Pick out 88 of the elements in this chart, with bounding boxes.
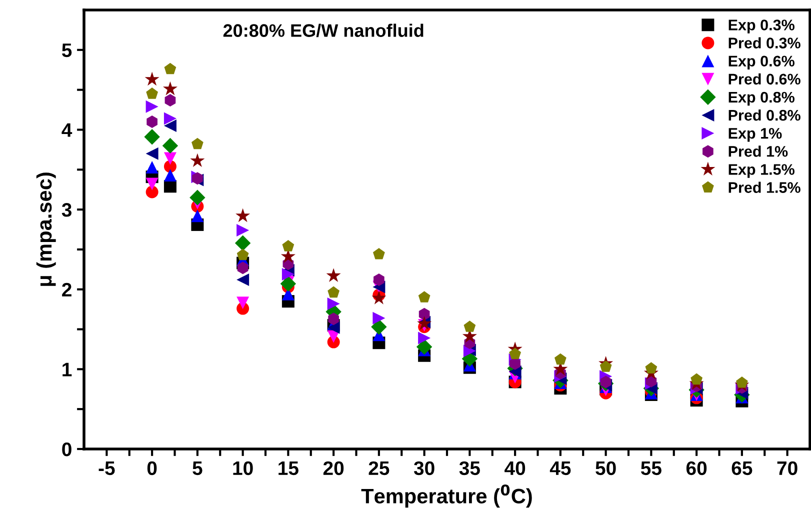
x-tick-label: 25 <box>368 461 390 476</box>
x-tick-label: 60 <box>686 461 707 476</box>
y-tick-label: 2 <box>62 282 72 296</box>
point <box>372 248 385 260</box>
legend-label: Exp 0.3% <box>728 20 794 34</box>
y-tick-label: 4 <box>62 123 72 137</box>
point <box>372 312 386 324</box>
point <box>509 348 522 360</box>
point <box>162 81 178 96</box>
point <box>416 338 432 355</box>
point <box>164 168 176 182</box>
legend-label: Pred 1.5% <box>728 182 800 193</box>
point <box>554 353 566 365</box>
point <box>418 308 430 320</box>
point <box>190 190 206 206</box>
x-tick-label: 30 <box>414 461 434 476</box>
point <box>146 160 158 174</box>
x-axis-title: Temperature ($^{0}$C) <box>361 484 532 508</box>
point <box>146 88 158 99</box>
point <box>282 240 294 252</box>
legend-label: Exp 1.5% <box>728 164 794 178</box>
point <box>372 290 386 304</box>
legend-label: Exp 0.8% <box>728 92 794 106</box>
y-tick-label: 3 <box>62 203 72 217</box>
point <box>146 115 158 128</box>
point <box>164 112 176 125</box>
point <box>371 319 387 335</box>
legend-label: Exp 1% <box>728 128 782 142</box>
point <box>418 332 431 344</box>
x-tick-label: 20 <box>323 461 344 476</box>
x-tick-label: 45 <box>550 462 571 476</box>
point <box>164 119 176 132</box>
point <box>600 376 612 388</box>
point <box>164 152 176 165</box>
legend-label: Pred 1% <box>728 146 788 157</box>
point <box>464 320 476 332</box>
point <box>280 276 296 292</box>
point <box>280 249 296 263</box>
point <box>282 268 294 280</box>
point <box>162 138 178 154</box>
point <box>327 297 340 310</box>
point <box>236 224 250 237</box>
legend-label: Exp 0.6% <box>728 56 794 70</box>
point <box>144 72 160 86</box>
point <box>237 262 248 274</box>
point <box>164 62 176 74</box>
point <box>690 373 703 385</box>
point <box>236 208 250 222</box>
point <box>418 291 430 302</box>
legend-label: Pred 0.8% <box>728 109 800 121</box>
x-tick-label: 65 <box>732 461 752 476</box>
y-tick-label: 5 <box>62 44 72 58</box>
point <box>146 147 158 160</box>
point <box>645 362 658 374</box>
point <box>144 129 160 145</box>
y-tick-label: 1 <box>62 362 72 376</box>
point <box>146 178 158 190</box>
legend-label: Pred 0.6% <box>728 73 800 85</box>
point <box>326 268 341 282</box>
text: 20:80% EG/W nanofluid <box>223 24 424 38</box>
point <box>146 100 158 113</box>
y-axis-title: μ (mpa.sec) <box>36 172 56 286</box>
point <box>191 138 204 150</box>
x-tick-label: 50 <box>596 461 616 476</box>
legend-label: Pred 0.3% <box>728 37 800 48</box>
x-tick-label: 55 <box>640 462 662 476</box>
x-tick-label: 15 <box>278 462 298 476</box>
point <box>328 286 340 298</box>
x-tick-label: -5 <box>98 462 115 476</box>
x-tick-label: 0 <box>147 461 157 476</box>
point <box>600 360 612 372</box>
x-tick-label: 70 <box>777 461 798 476</box>
point <box>328 312 339 326</box>
point <box>164 94 176 106</box>
x-tick-label: 10 <box>233 461 253 476</box>
x-tick-label: 35 <box>459 461 480 476</box>
x-tick-label: 5 <box>192 462 202 476</box>
y-tick-label: 0 <box>62 442 72 456</box>
point <box>191 210 204 222</box>
point <box>236 296 250 310</box>
point <box>236 248 249 260</box>
point <box>736 376 748 388</box>
point <box>146 186 158 198</box>
point <box>234 235 251 251</box>
point <box>236 274 250 286</box>
point <box>190 153 205 168</box>
x-tick-label: 40 <box>504 461 526 476</box>
point <box>374 274 384 286</box>
